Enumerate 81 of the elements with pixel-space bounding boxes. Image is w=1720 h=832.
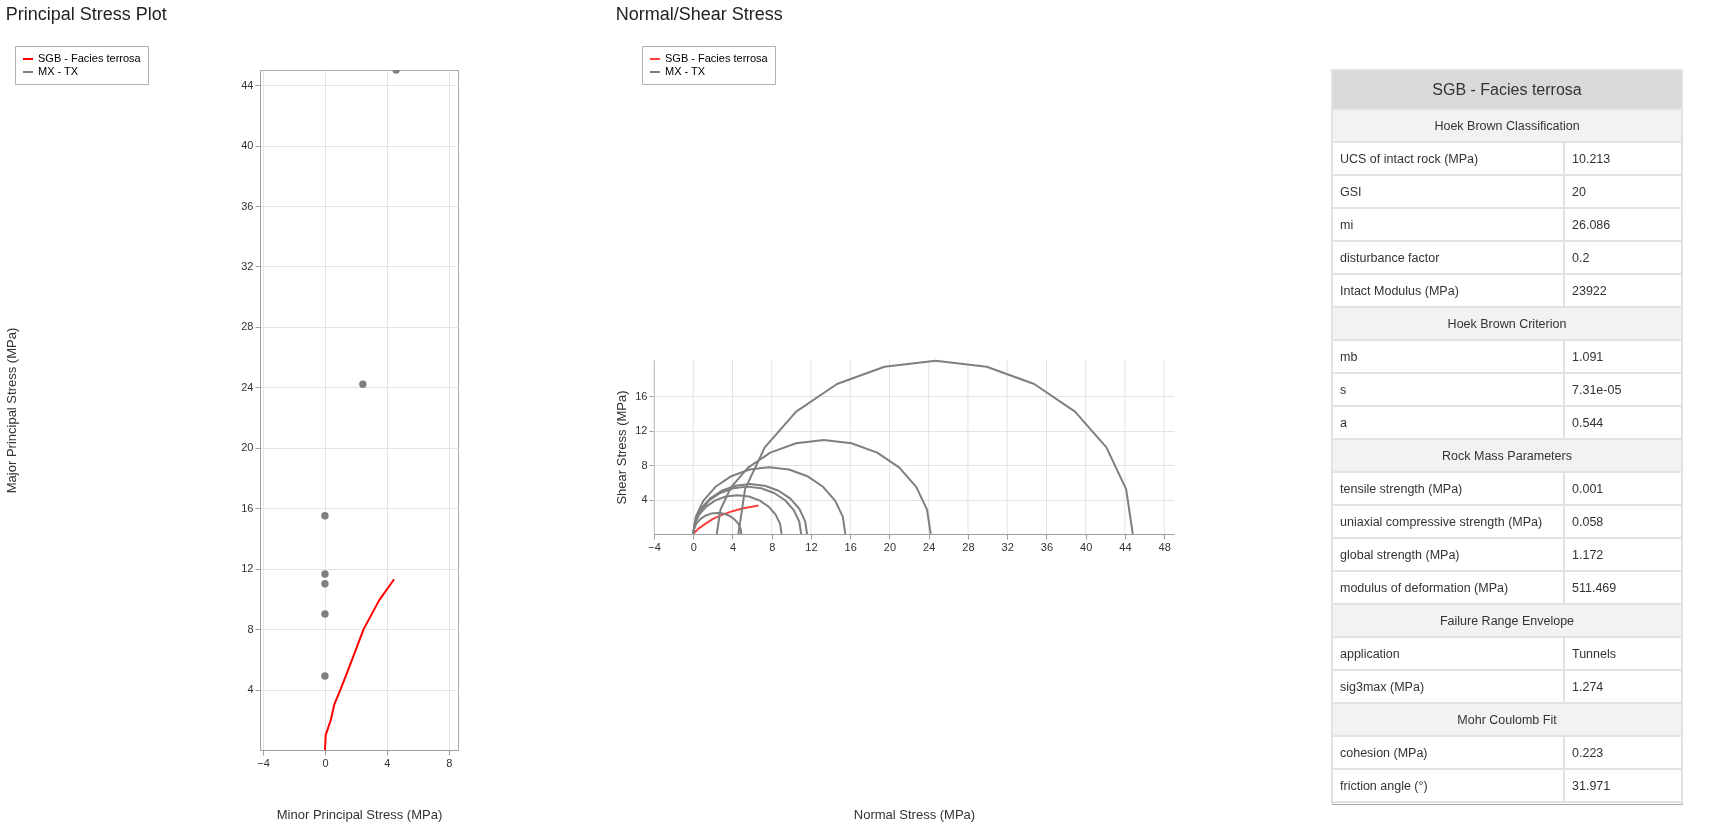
text: 0.001 (1572, 481, 1604, 496)
x-tick-label: −4 (257, 756, 270, 769)
category-label: friction angle (°) (1340, 778, 1428, 793)
category-label: GSI (1340, 184, 1362, 199)
x-tick-label: 48 (1158, 540, 1171, 553)
y-axis-title: Shear Stress (MPa) (614, 390, 630, 505)
x-tick-label: 4 (384, 756, 391, 769)
y-tick-label: 40 (241, 139, 254, 152)
y-tick-label: 16 (635, 389, 648, 402)
text: Tunnels (1572, 646, 1617, 661)
y-tick-label: 20 (241, 441, 254, 454)
category-label: Mohr Coulomb Fit (1457, 712, 1558, 727)
y-tick-label: 16 (241, 501, 254, 514)
y-tick-label: 12 (635, 424, 648, 437)
category-label: mb (1340, 349, 1358, 364)
text: 31.971 (1572, 778, 1611, 793)
category-label: Hoek Brown Criterion (1447, 316, 1567, 331)
y-tick-label: 8 (641, 458, 648, 471)
legend-label: SGB - Facies terrosa (665, 52, 769, 64)
y-tick-label: 36 (241, 199, 254, 212)
x-tick-label: 0 (322, 756, 329, 769)
x-tick-label: 8 (446, 756, 453, 769)
x-tick-label: 20 (883, 540, 897, 553)
x-tick-label: 28 (962, 540, 975, 553)
chart-title: Normal/Shear Stress (615, 3, 783, 24)
category-label: UCS of intact rock (MPa) (1340, 151, 1479, 166)
x-tick-label: 24 (923, 540, 936, 553)
y-tick-label: 44 (241, 78, 254, 91)
text: 0.544 (1572, 415, 1604, 430)
x-tick-label: 16 (844, 540, 857, 553)
category-label: Intact Modulus (MPa) (1340, 283, 1459, 298)
category-label: global strength (MPa) (1340, 547, 1460, 562)
category-label: mi (1340, 217, 1354, 232)
category-label: s (1340, 382, 1347, 397)
text: 511.469 (1572, 580, 1617, 595)
category-label: application (1340, 646, 1400, 661)
text: 1.274 (1572, 679, 1604, 694)
category-label: a (1340, 415, 1347, 430)
category-label: Failure Range Envelope (1439, 613, 1575, 628)
x-tick-label: 8 (769, 540, 776, 553)
y-tick-label: 12 (241, 562, 254, 575)
text: SGB - Facies terrosa (1432, 80, 1582, 98)
legend-label: SGB - Facies terrosa (38, 52, 142, 64)
y-tick-label: 24 (241, 380, 254, 393)
text: 7.31e-05 (1572, 382, 1622, 397)
text: 0.2 (1572, 250, 1590, 265)
y-tick-label: 8 (247, 622, 254, 635)
x-tick-label: −4 (648, 540, 661, 553)
category-label: Hoek Brown Classification (1434, 118, 1580, 133)
legend-label: MX - TX (665, 65, 706, 77)
category-label: modulus of deformation (MPa) (1340, 580, 1509, 595)
text: 26.086 (1572, 217, 1611, 232)
x-tick-label: 0 (690, 540, 697, 553)
text: 0.058 (1572, 514, 1604, 529)
category-label: tensile strength (MPa) (1340, 481, 1463, 496)
x-tick-label: 12 (805, 540, 818, 553)
y-tick-label: 4 (247, 683, 254, 696)
text: 20 (1572, 184, 1586, 199)
x-tick-label: 32 (1001, 540, 1014, 553)
text: 1.091 (1572, 349, 1604, 364)
y-axis-title: Major Principal Stress (MPa) (4, 327, 20, 494)
text: 0.223 (1572, 745, 1604, 760)
y-tick-label: 4 (641, 493, 648, 506)
text: 1.172 (1572, 547, 1604, 562)
category-label: sig3max (MPa) (1340, 679, 1425, 694)
x-tick-label: 44 (1119, 540, 1132, 553)
y-tick-label: 32 (241, 259, 254, 272)
category-label: Rock Mass Parameters (1442, 448, 1572, 463)
category-label: disturbance factor (1340, 250, 1440, 265)
text: 10.213 (1572, 151, 1611, 166)
text: 23922 (1572, 283, 1607, 298)
x-axis-title: Normal Stress (MPa) (853, 806, 976, 822)
category-label: uniaxial compressive strength (MPa) (1340, 514, 1543, 529)
x-tick-label: 36 (1040, 540, 1054, 553)
x-axis-title: Minor Principal Stress (MPa) (276, 806, 443, 822)
category-label: cohesion (MPa) (1340, 745, 1428, 760)
x-tick-label: 40 (1080, 540, 1093, 553)
text: Principal Stress Plot (5, 3, 167, 24)
legend-label: MX - TX (38, 65, 79, 77)
x-tick-label: 4 (729, 540, 737, 553)
y-tick-label: 28 (241, 320, 254, 333)
